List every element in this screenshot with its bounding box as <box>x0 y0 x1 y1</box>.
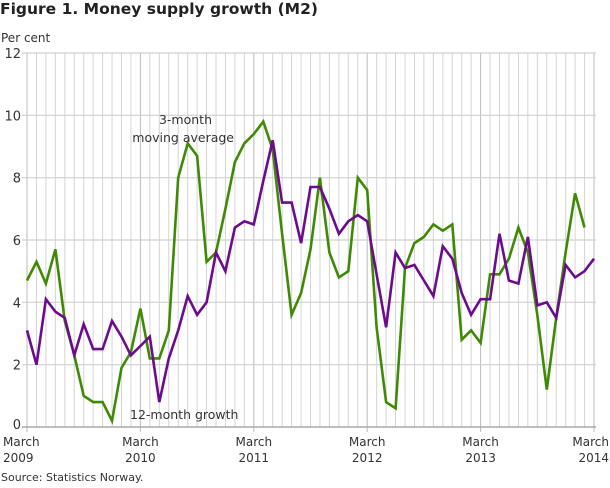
x-tick-label: 2010 <box>125 451 156 465</box>
x-tick-label: March <box>236 435 273 449</box>
x-tick-label: March <box>572 435 609 449</box>
y-tick-label: 2 <box>13 359 21 374</box>
x-tick-label: March <box>122 435 159 449</box>
x-tick-label: 2009 <box>3 451 34 465</box>
y-tick-label: 6 <box>13 234 21 249</box>
source-note: Source: Statistics Norway. <box>1 471 144 484</box>
y-axis-label: Per cent <box>1 31 51 45</box>
chart-title: Figure 1. Money supply growth (M2) <box>0 0 318 18</box>
y-tick-label: 8 <box>13 172 21 187</box>
series-line-moving-average <box>25 118 586 425</box>
series-line-12-month-growth <box>25 140 596 403</box>
y-tick-label: 10 <box>4 109 21 124</box>
y-tick-label: 0 <box>13 418 21 433</box>
y-tick-label: 4 <box>13 296 21 311</box>
x-tick-label: 2013 <box>465 451 496 465</box>
x-tick-label: 2012 <box>352 451 383 465</box>
x-tick-label: 2014 <box>578 451 609 465</box>
x-tick-label: 2011 <box>239 451 270 465</box>
x-tick-label: March <box>3 435 40 449</box>
y-tick-label: 12 <box>4 47 21 62</box>
annotation-moving-average-line1: 3-month <box>159 112 212 127</box>
annotation-moving-average-line2: moving average <box>132 130 234 145</box>
x-tick-label: March <box>349 435 386 449</box>
x-tick-label: March <box>462 435 499 449</box>
annotation-12-month-growth: 12-month growth <box>130 407 238 422</box>
